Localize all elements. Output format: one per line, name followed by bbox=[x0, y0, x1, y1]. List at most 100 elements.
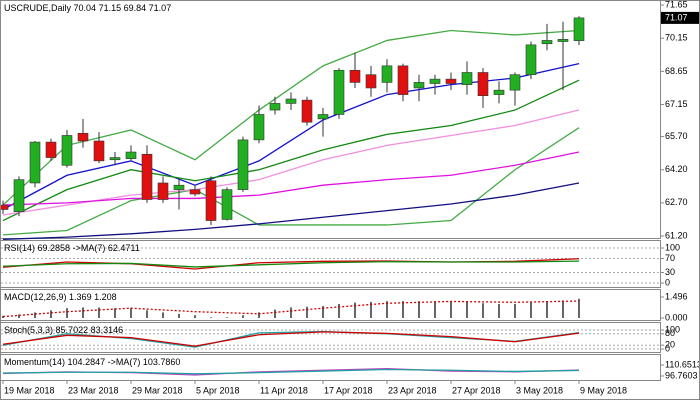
y-tick-label: 61.20 bbox=[665, 230, 688, 240]
candle-body bbox=[61, 135, 73, 166]
candle-body bbox=[253, 114, 265, 141]
candle-body bbox=[557, 39, 569, 42]
y-tick-label: 1.496 bbox=[665, 291, 688, 301]
candle-body bbox=[397, 65, 409, 95]
indicator-line bbox=[2, 29, 580, 206]
readout: 1.369 bbox=[69, 292, 92, 302]
indicator-line bbox=[2, 151, 580, 206]
pane-header: RSI(14) 69.2858 ->MA(7) 62.4711 bbox=[4, 243, 140, 253]
y-tick-label: 0 bbox=[665, 277, 670, 287]
symbol-label: USCRUDE,Daily bbox=[4, 3, 72, 13]
candle-body bbox=[477, 72, 489, 96]
y-tick-label: 67.15 bbox=[665, 99, 688, 109]
y-tick-label: 100 bbox=[665, 324, 680, 334]
candle-body bbox=[29, 141, 41, 184]
y-tick-label: 71.65 bbox=[665, 0, 688, 9]
candle-body bbox=[301, 99, 313, 123]
candle-body bbox=[445, 78, 457, 84]
pane-header: MACD(12,26,9) 1.369 1.208 bbox=[4, 292, 117, 302]
y-tick-label: 0 bbox=[665, 343, 670, 353]
candle-body bbox=[349, 69, 361, 83]
candle-body bbox=[93, 140, 105, 162]
x-tick-label: 9 May 2018 bbox=[580, 385, 627, 395]
y-tick-label: 65.70 bbox=[665, 131, 688, 141]
pane-header: Momentum(14) 104.2847 ->MA(7) 103.7860 bbox=[4, 357, 180, 367]
candle-body bbox=[525, 44, 537, 75]
ma-label: ->MA(7) bbox=[108, 357, 141, 367]
indicator-line bbox=[2, 127, 580, 236]
indicator-line bbox=[2, 182, 580, 240]
readout: 62.4711 bbox=[108, 243, 140, 253]
readout: 1.208 bbox=[94, 292, 117, 302]
y-tick-label: 0.000 bbox=[665, 312, 688, 322]
y-tick-label: 110.6513 bbox=[665, 359, 700, 369]
candle-body bbox=[189, 189, 201, 195]
candle-body bbox=[509, 74, 521, 91]
candle-body bbox=[365, 74, 377, 89]
candle-body bbox=[0, 204, 9, 210]
indicator-line bbox=[2, 79, 580, 222]
y-tick-label: 100 bbox=[665, 242, 680, 252]
close-readout: 71.07 bbox=[149, 3, 172, 13]
x-tick-label: 11 Apr 2018 bbox=[260, 385, 308, 395]
candle-body bbox=[13, 179, 25, 213]
candle-body bbox=[109, 157, 121, 161]
candle-body bbox=[333, 69, 345, 115]
last-price-label: 71.07 bbox=[665, 12, 688, 22]
candle-body bbox=[77, 132, 89, 142]
high-readout: 71.15 bbox=[99, 3, 122, 13]
candle-body bbox=[381, 65, 393, 83]
last-price-box bbox=[661, 11, 699, 24]
candle-body bbox=[317, 114, 329, 120]
y-tick-label: 70 bbox=[665, 253, 675, 263]
y-tick-label: 20 bbox=[665, 340, 675, 350]
indicator-line bbox=[2, 368, 580, 375]
candle-body bbox=[221, 189, 233, 220]
x-tick-label: 3 May 2018 bbox=[516, 385, 563, 395]
x-tick-label: 5 Apr 2018 bbox=[196, 385, 240, 395]
indicator-line bbox=[2, 331, 580, 347]
indicator-label: Momentum(14) bbox=[4, 357, 65, 367]
ma-label: ->MA(7) bbox=[73, 243, 106, 253]
signal-line bbox=[2, 300, 580, 318]
candle-body bbox=[541, 40, 553, 45]
y-tick-label: 68.65 bbox=[665, 66, 688, 76]
y-tick-label: 64.20 bbox=[665, 164, 688, 174]
candle-body bbox=[45, 141, 57, 158]
x-tick-label: 27 Apr 2018 bbox=[452, 385, 501, 395]
indicator-label: Stoch(5,3,3) bbox=[4, 325, 53, 335]
y-tick-label: 80 bbox=[665, 328, 675, 338]
candle-body bbox=[461, 72, 473, 85]
candle-body bbox=[269, 103, 281, 111]
readout: 69.2858 bbox=[38, 243, 71, 253]
x-tick-label: 19 Mar 2018 bbox=[4, 385, 55, 395]
candle-body bbox=[237, 139, 249, 190]
readout: 85.7022 bbox=[56, 325, 89, 335]
x-tick-label: 23 Apr 2018 bbox=[388, 385, 437, 395]
y-tick-label: 70.15 bbox=[665, 33, 688, 43]
candle-body bbox=[157, 182, 169, 200]
candle-body bbox=[125, 151, 137, 159]
y-tick-label: 62.70 bbox=[665, 197, 688, 207]
open-readout: 70.04 bbox=[74, 3, 97, 13]
candle-body bbox=[493, 89, 505, 95]
x-tick-label: 23 Mar 2018 bbox=[68, 385, 119, 395]
pane-header: Stoch(5,3,3) 85.7022 83.3146 bbox=[4, 325, 123, 335]
candle-body bbox=[173, 184, 185, 190]
candle-body bbox=[141, 153, 153, 200]
readout: 104.2847 bbox=[68, 357, 106, 367]
candle-body bbox=[205, 180, 217, 221]
low-readout: 69.84 bbox=[124, 3, 147, 13]
pane-header: USCRUDE,Daily 70.04 71.15 69.84 71.07 bbox=[4, 3, 171, 13]
readout: 83.3146 bbox=[91, 325, 124, 335]
candle-body bbox=[285, 98, 297, 104]
candle-body bbox=[413, 82, 425, 89]
candle-body bbox=[429, 78, 441, 84]
indicator-line bbox=[2, 260, 580, 268]
x-tick-label: 29 Mar 2018 bbox=[132, 385, 183, 395]
indicator-line bbox=[2, 109, 580, 216]
readout: 103.7860 bbox=[143, 357, 181, 367]
y-tick-label: 96.7603 bbox=[665, 370, 698, 380]
x-tick-label: 17 Apr 2018 bbox=[324, 385, 373, 395]
